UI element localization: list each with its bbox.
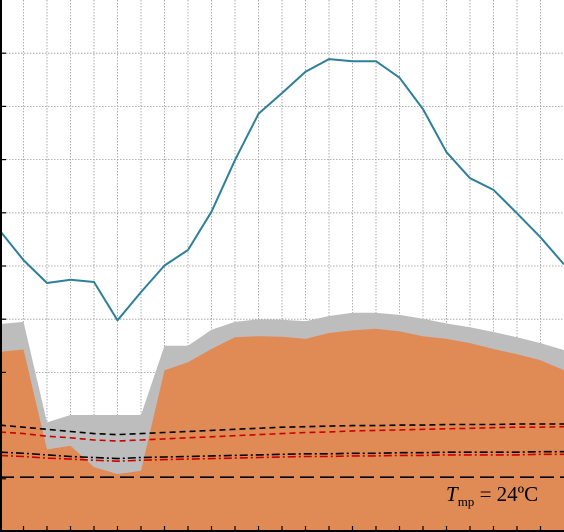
series-line xyxy=(0,425,564,442)
series-line xyxy=(0,450,564,460)
series-line xyxy=(0,423,564,436)
temperature-annotation: Tmp = 24ºC xyxy=(446,482,538,509)
line-layer xyxy=(0,58,564,479)
series-line xyxy=(0,58,564,322)
annotation-value: = 24ºC xyxy=(474,482,538,506)
series-line xyxy=(0,453,564,463)
annotation-symbol: T xyxy=(446,482,459,506)
series-area xyxy=(0,328,564,532)
annotation-subscript: mp xyxy=(458,494,475,509)
